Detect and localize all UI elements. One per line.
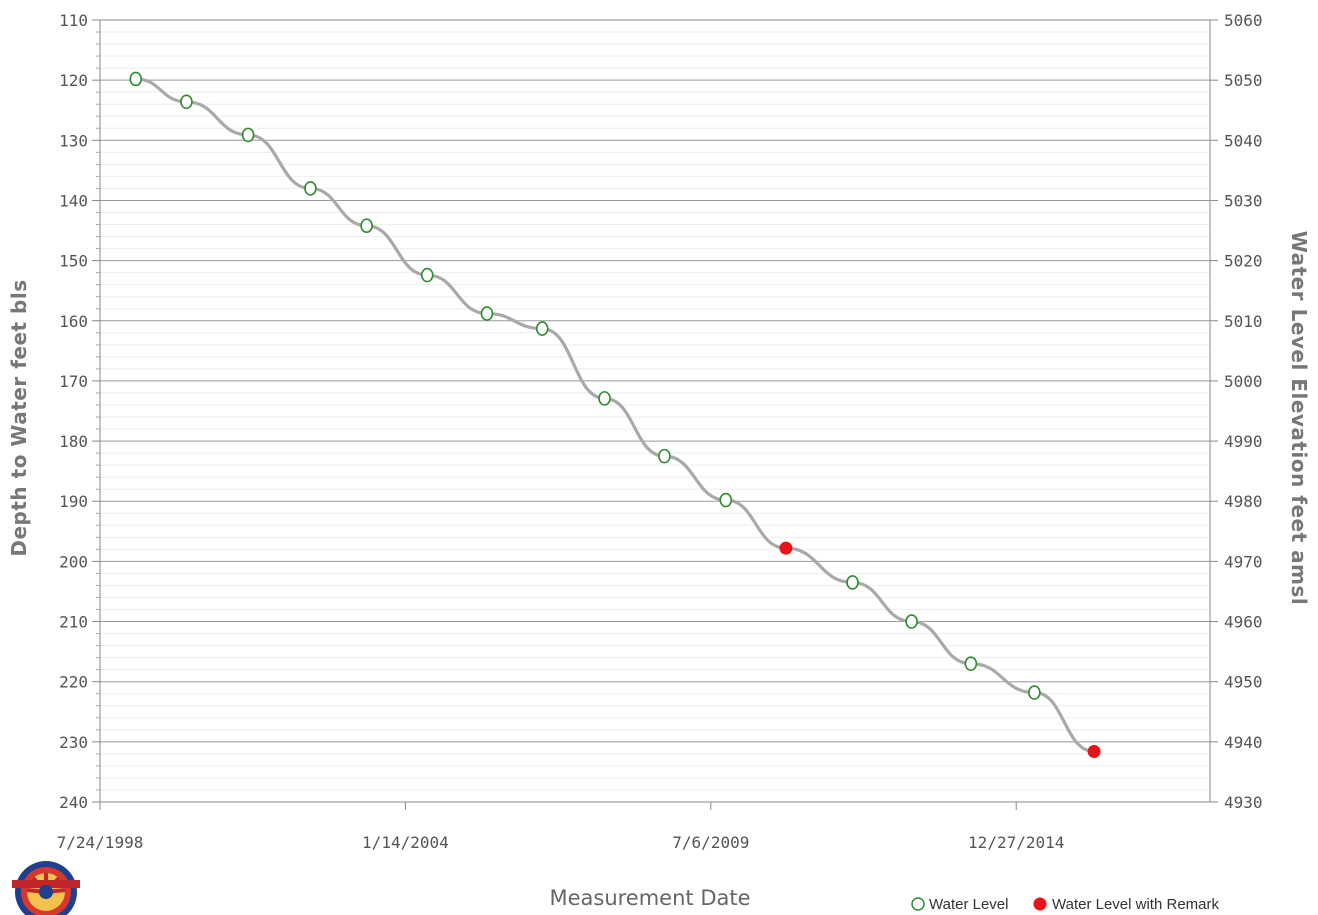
y-tick-label: 190 — [59, 492, 88, 511]
water-level-point-marker — [241, 127, 255, 143]
water-level-point-marker — [420, 267, 434, 283]
y-tick-label: 200 — [59, 552, 88, 571]
y-tick-label: 240 — [59, 793, 88, 812]
y2-tick-label: 4990 — [1224, 432, 1263, 451]
y-tick-label: 140 — [59, 191, 88, 210]
x-tick-label: 12/27/2014 — [968, 833, 1064, 852]
left-axis: 110 120 130 140 150 160 170 180 190 200 210 220 230 2… — [59, 11, 100, 812]
y-tick-label: 220 — [59, 673, 88, 692]
water-level-point-marker — [964, 656, 978, 671]
y2-tick-label: 5030 — [1224, 191, 1263, 210]
major-gridlines — [100, 19, 1210, 803]
water-level-point-marker — [658, 448, 671, 464]
x-tick-label: 7/6/2009 — [672, 833, 749, 852]
y2-tick-label: 5020 — [1224, 252, 1263, 271]
y-tick-label: 110 — [59, 11, 88, 30]
y-tick-label: 120 — [59, 71, 88, 90]
water-level-point-marker — [598, 391, 611, 406]
right-axis: 5060 5050 5040 5030 5020 5010 5000 4990 4980 4970… — [1210, 11, 1263, 812]
minor-gridlines — [100, 31, 1210, 791]
y-tick-label: 150 — [59, 252, 88, 271]
x-axis: 7/24/1998 1/14/2004 7/6/2009 12/27/2014 — [57, 802, 1064, 852]
y-tick-label: 170 — [59, 372, 88, 391]
water-level-point-marker — [180, 94, 193, 110]
water-level-point-marker — [480, 306, 494, 321]
water-level-point-marker — [719, 492, 733, 508]
y-tick-label: 130 — [59, 131, 88, 150]
legend-filled-circle-icon — [1033, 897, 1047, 911]
y-axis-title: Depth to Water feet bls — [7, 279, 31, 556]
y2-axis-title: Water Level Elevation feet amsl — [1287, 231, 1311, 605]
y2-tick-label: 5000 — [1224, 372, 1263, 391]
y2-tick-label: 5060 — [1224, 11, 1263, 30]
y2-tick-label: 4930 — [1224, 793, 1263, 812]
remark-point-marker — [1087, 744, 1101, 758]
legend-open-circle-icon — [911, 897, 925, 911]
water-level-point-marker — [304, 181, 317, 196]
data-markers — [129, 71, 1101, 758]
y-tick-label: 230 — [59, 733, 88, 752]
water-level-point-marker — [129, 71, 143, 87]
water-level-point-marker — [846, 575, 859, 590]
y-tick-label: 160 — [59, 312, 88, 331]
water-level-point-marker — [905, 614, 918, 629]
water-level-point-marker — [360, 218, 373, 234]
x-axis-title: Measurement Date — [549, 886, 750, 910]
plot-area-border — [99, 19, 1211, 803]
water-level-trend-line — [135, 77, 1095, 754]
y-tick-label: 180 — [59, 432, 88, 451]
x-tick-label: 7/24/1998 — [57, 833, 144, 852]
y2-tick-label: 5050 — [1224, 71, 1263, 90]
y2-tick-label: 5010 — [1224, 312, 1263, 331]
water-level-point-marker — [535, 321, 549, 336]
x-tick-label: 1/14/2004 — [362, 833, 449, 852]
legend: Water Level Water Level with Remark — [911, 896, 1219, 913]
legend-label-water-level: Water Level — [929, 896, 1008, 913]
y2-tick-label: 4970 — [1224, 552, 1263, 571]
y2-tick-label: 4940 — [1224, 733, 1263, 752]
water-level-point-marker — [1028, 685, 1041, 700]
y-tick-label: 210 — [59, 613, 88, 632]
y2-tick-label: 4980 — [1224, 492, 1263, 511]
legend-label-water-level-remark: Water Level with Remark — [1052, 896, 1219, 913]
remark-point-marker — [779, 541, 793, 555]
agency-seal-logo — [12, 861, 80, 915]
y2-tick-label: 4950 — [1224, 673, 1263, 692]
y2-tick-label: 4960 — [1224, 613, 1263, 632]
y2-tick-label: 5040 — [1224, 131, 1263, 150]
